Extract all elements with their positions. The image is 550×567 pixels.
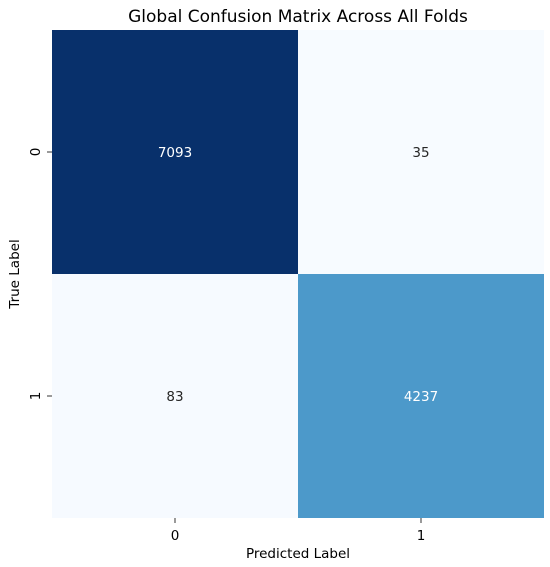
cell-value-r1-c1: 4237 <box>404 389 438 405</box>
y-axis-ticks: 01 <box>28 148 52 401</box>
cell-value-r0-c0: 7093 <box>158 145 192 161</box>
heatmap-cell-labels: 7093 35 83 4237 <box>158 145 438 405</box>
x-tick-label-0: 0 <box>171 528 180 544</box>
x-tick-label-1: 1 <box>417 528 426 544</box>
cell-value-r0-c1: 35 <box>412 145 429 161</box>
y-tick-label-0: 0 <box>28 148 44 157</box>
heatmap-cells <box>52 30 544 518</box>
heatmap-cell-r1-c0 <box>52 274 298 518</box>
heatmap-cell-r1-c1 <box>298 274 544 518</box>
heatmap-cell-r0-c1 <box>298 30 544 274</box>
x-axis-label: Predicted Label <box>246 546 350 562</box>
y-axis-label: True Label <box>7 239 23 309</box>
y-tick-label-1: 1 <box>28 392 44 401</box>
cell-value-r1-c0: 83 <box>166 389 183 405</box>
heatmap-cell-r0-c0 <box>52 30 298 274</box>
chart-title: Global Confusion Matrix Across All Folds <box>128 7 468 27</box>
